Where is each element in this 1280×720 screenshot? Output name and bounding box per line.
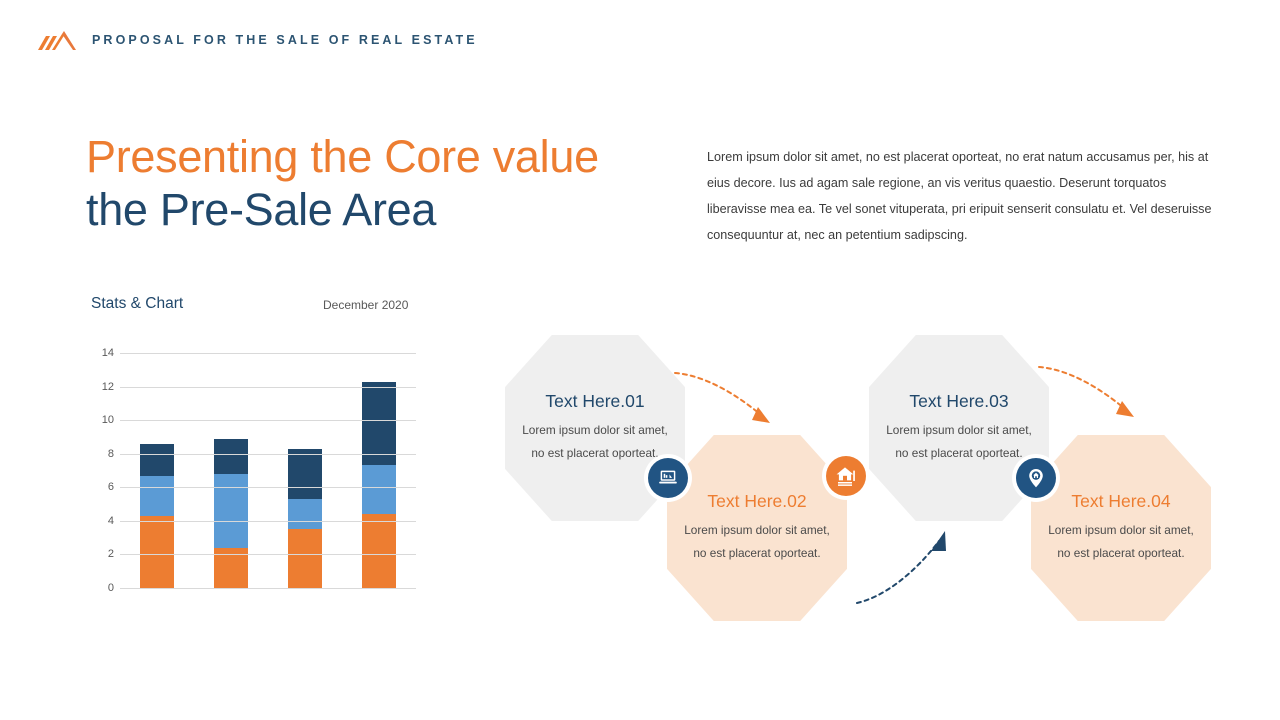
bar-segment xyxy=(288,448,322,500)
intro-paragraph: Lorem ipsum dolor sit amet, no est place… xyxy=(707,150,1212,242)
house-icon-glyph xyxy=(836,467,855,486)
y-axis-tick: 10 xyxy=(101,414,114,427)
bar-3 xyxy=(288,448,322,588)
chart-title: Stats & Chart xyxy=(91,295,184,312)
card-02-body: Lorem ipsum dolor sit amet, no est place… xyxy=(684,523,830,560)
core-value-cards: Text Here.01 Lorem ipsum dolor sit amet,… xyxy=(495,325,1255,625)
gridline xyxy=(120,520,416,522)
card-03-body: Lorem ipsum dolor sit amet, no est place… xyxy=(886,423,1032,460)
bar-segment xyxy=(362,514,396,588)
house-icon[interactable] xyxy=(826,456,866,496)
roof-slashes-logo-icon xyxy=(38,31,76,50)
bar-segment xyxy=(362,381,396,466)
bar-2 xyxy=(214,438,248,588)
plot-area xyxy=(120,353,416,589)
card-04[interactable]: Text Here.04 Lorem ipsum dolor sit amet,… xyxy=(1031,435,1211,621)
gridline xyxy=(120,386,416,388)
bar-1 xyxy=(140,443,174,588)
header-title: PROPOSAL FOR THE SALE OF REAL ESTATE xyxy=(92,33,478,47)
headline-line-1: Presenting the Core value xyxy=(86,131,599,182)
card-02[interactable]: Text Here.02 Lorem ipsum dolor sit amet,… xyxy=(667,435,847,621)
card-01-title: Text Here.01 xyxy=(545,391,645,412)
bar-segment xyxy=(362,465,396,515)
slide-header: PROPOSAL FOR THE SALE OF REAL ESTATE xyxy=(36,26,478,54)
y-axis-tick: 4 xyxy=(107,514,114,527)
bars-row xyxy=(120,353,416,588)
bar-segment xyxy=(140,515,174,588)
laptop-chart-icon[interactable] xyxy=(648,458,688,498)
y-axis-tick: 14 xyxy=(101,347,114,359)
card-02-title: Text Here.02 xyxy=(707,491,807,512)
y-axis-tick: 12 xyxy=(101,380,114,393)
y-axis-tick: 8 xyxy=(107,447,114,460)
laptop-chart-icon-glyph xyxy=(659,470,677,484)
bar-segment xyxy=(214,473,248,548)
card-01-body: Lorem ipsum dolor sit amet, no est place… xyxy=(522,423,668,460)
gridline xyxy=(120,453,416,455)
arrow-card1-to-card2 xyxy=(674,372,770,423)
page-title: Presenting the Core value the Pre-Sale A… xyxy=(86,130,686,236)
gridline xyxy=(120,588,416,589)
card-04-body: Lorem ipsum dolor sit amet, no est place… xyxy=(1048,523,1194,560)
stats-chart-panel: Stats & Chart December 2020 0 2 4 6 8 10 12 14 xyxy=(86,295,436,605)
y-axis-tick: 0 xyxy=(107,582,114,594)
bar-segment xyxy=(288,529,322,588)
bar-segment xyxy=(214,438,248,474)
bar-4 xyxy=(362,381,396,588)
y-axis-tick: 6 xyxy=(107,481,114,494)
card-04-title: Text Here.04 xyxy=(1071,491,1171,512)
y-axis-tick: 2 xyxy=(107,548,114,561)
map-pin-house-icon-glyph xyxy=(1029,469,1043,488)
bar-segment xyxy=(140,443,174,476)
card-03-title: Text Here.03 xyxy=(909,391,1009,412)
map-pin-house-icon[interactable] xyxy=(1016,458,1056,498)
bar-segment xyxy=(140,475,174,516)
gridline xyxy=(120,487,416,489)
y-axis: 0 2 4 6 8 10 12 14 xyxy=(86,347,114,594)
gridline xyxy=(120,554,416,556)
chart-period-label: December 2020 xyxy=(323,298,409,312)
gridline xyxy=(120,353,416,354)
gridline xyxy=(120,420,416,422)
bar-chart: 0 2 4 6 8 10 12 14 xyxy=(86,347,426,598)
headline-line-2: the Pre-Sale Area xyxy=(86,184,437,236)
arrow-card2-to-card3 xyxy=(856,531,946,604)
bar-segment xyxy=(288,499,322,530)
arrow-card3-to-card4 xyxy=(1038,366,1134,417)
chart-header: Stats & Chart December 2020 xyxy=(86,295,436,325)
